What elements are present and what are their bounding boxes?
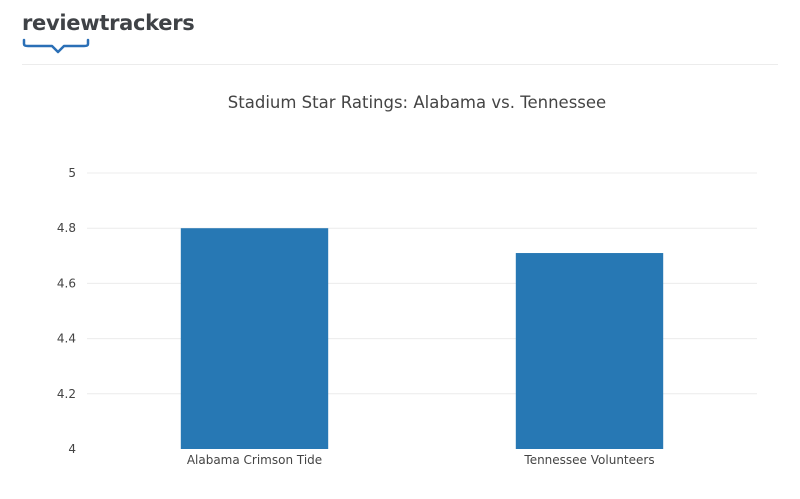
y-tick-label: 4.6 (57, 276, 76, 290)
x-tick-label: Alabama Crimson Tide (187, 453, 322, 467)
header: reviewtrackers (0, 0, 800, 66)
speech-bubble-icon (22, 38, 90, 54)
header-divider (22, 64, 778, 65)
logo-text: reviewtrackers (22, 11, 195, 35)
y-tick-label: 4.8 (57, 221, 76, 235)
chart-title: Stadium Star Ratings: Alabama vs. Tennes… (228, 93, 606, 112)
bars (180, 228, 664, 449)
bar-tennessee[interactable] (515, 253, 664, 449)
x-tick-label: Tennessee Volunteers (523, 453, 654, 467)
reviewtrackers-logo[interactable]: reviewtrackers (22, 8, 195, 58)
y-tick-label: 5 (68, 166, 76, 180)
y-tick-label: 4.4 (57, 332, 76, 346)
x-axis: Alabama Crimson Tide Tennessee Volunteers (187, 453, 655, 467)
y-tick-label: 4 (68, 442, 76, 456)
y-tick-label: 4.2 (57, 387, 76, 401)
y-axis: 4 4.2 4.4 4.6 4.8 5 (57, 166, 76, 456)
bar-alabama[interactable] (180, 228, 329, 449)
bar-chart: Stadium Star Ratings: Alabama vs. Tennes… (57, 93, 757, 467)
